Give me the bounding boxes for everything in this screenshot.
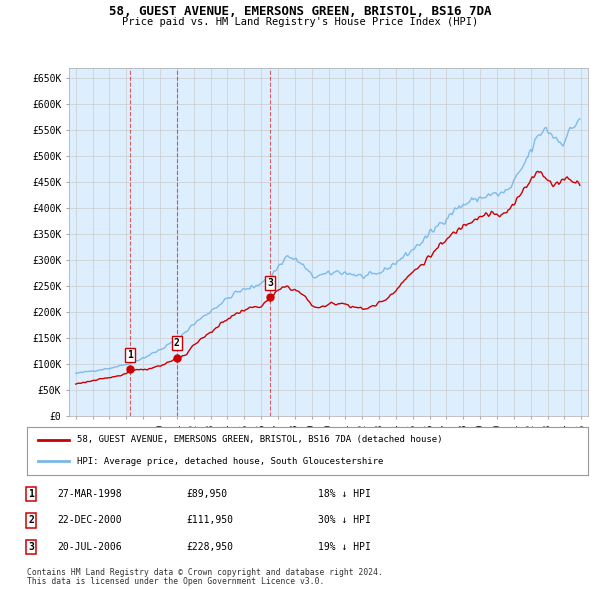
Text: Price paid vs. HM Land Registry's House Price Index (HPI): Price paid vs. HM Land Registry's House … bbox=[122, 17, 478, 27]
Text: 19% ↓ HPI: 19% ↓ HPI bbox=[318, 542, 371, 552]
Text: 18% ↓ HPI: 18% ↓ HPI bbox=[318, 489, 371, 499]
Text: 20-JUL-2006: 20-JUL-2006 bbox=[57, 542, 122, 552]
Text: £111,950: £111,950 bbox=[186, 516, 233, 525]
Text: 58, GUEST AVENUE, EMERSONS GREEN, BRISTOL, BS16 7DA: 58, GUEST AVENUE, EMERSONS GREEN, BRISTO… bbox=[109, 5, 491, 18]
Text: 58, GUEST AVENUE, EMERSONS GREEN, BRISTOL, BS16 7DA (detached house): 58, GUEST AVENUE, EMERSONS GREEN, BRISTO… bbox=[77, 435, 443, 444]
Text: Contains HM Land Registry data © Crown copyright and database right 2024.: Contains HM Land Registry data © Crown c… bbox=[27, 568, 383, 576]
Text: £228,950: £228,950 bbox=[186, 542, 233, 552]
Text: 1: 1 bbox=[28, 489, 34, 499]
Text: 3: 3 bbox=[268, 278, 274, 288]
Text: This data is licensed under the Open Government Licence v3.0.: This data is licensed under the Open Gov… bbox=[27, 577, 325, 586]
Text: £89,950: £89,950 bbox=[186, 489, 227, 499]
Text: 3: 3 bbox=[28, 542, 34, 552]
Text: 30% ↓ HPI: 30% ↓ HPI bbox=[318, 516, 371, 525]
Text: HPI: Average price, detached house, South Gloucestershire: HPI: Average price, detached house, Sout… bbox=[77, 457, 384, 466]
Text: 2: 2 bbox=[28, 516, 34, 525]
Text: 27-MAR-1998: 27-MAR-1998 bbox=[57, 489, 122, 499]
Text: 2: 2 bbox=[174, 339, 180, 349]
Text: 1: 1 bbox=[127, 350, 133, 360]
Text: 22-DEC-2000: 22-DEC-2000 bbox=[57, 516, 122, 525]
